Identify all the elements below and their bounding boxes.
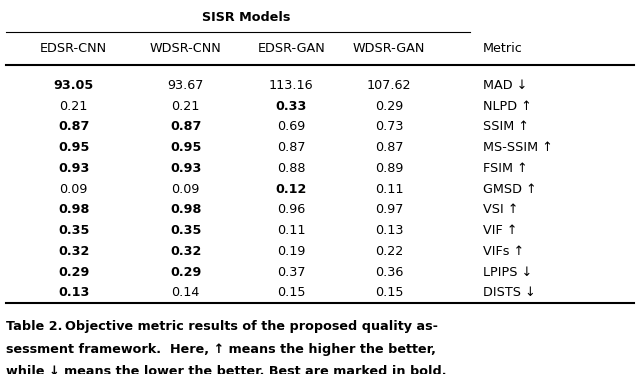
Text: 107.62: 107.62 [367,79,412,92]
Text: 0.29: 0.29 [58,266,90,279]
Text: GMSD ↑: GMSD ↑ [483,183,537,196]
Text: 0.09: 0.09 [172,183,200,196]
Text: 0.15: 0.15 [375,286,403,299]
Text: VSI ↑: VSI ↑ [483,203,518,216]
Text: WDSR-GAN: WDSR-GAN [353,42,426,55]
Text: 0.98: 0.98 [170,203,202,216]
Text: SISR Models: SISR Models [202,11,291,24]
Text: 0.97: 0.97 [375,203,403,216]
Text: 0.93: 0.93 [58,162,90,175]
Text: 0.32: 0.32 [58,245,90,258]
Text: DISTS ↓: DISTS ↓ [483,286,536,299]
Text: 0.15: 0.15 [277,286,305,299]
Text: 0.69: 0.69 [277,120,305,134]
Text: WDSR-CNN: WDSR-CNN [150,42,221,55]
Text: 0.14: 0.14 [172,286,200,299]
Text: VIFs ↑: VIFs ↑ [483,245,524,258]
Text: 0.29: 0.29 [375,99,403,113]
Text: 0.89: 0.89 [375,162,403,175]
Text: 0.13: 0.13 [375,224,403,237]
Text: 0.11: 0.11 [375,183,403,196]
Text: MAD ↓: MAD ↓ [483,79,527,92]
Text: LPIPS ↓: LPIPS ↓ [483,266,532,279]
Text: 113.16: 113.16 [269,79,314,92]
Text: 0.13: 0.13 [58,286,90,299]
Text: 0.95: 0.95 [170,141,202,154]
Text: 0.95: 0.95 [58,141,90,154]
Text: 0.98: 0.98 [58,203,90,216]
Text: 0.11: 0.11 [277,224,305,237]
Text: 93.05: 93.05 [54,79,93,92]
Text: 0.88: 0.88 [277,162,305,175]
Text: EDSR-GAN: EDSR-GAN [257,42,325,55]
Text: 0.96: 0.96 [277,203,305,216]
Text: Objective metric results of the proposed quality as-: Objective metric results of the proposed… [56,320,438,333]
Text: 0.22: 0.22 [375,245,403,258]
Text: MS-SSIM ↑: MS-SSIM ↑ [483,141,553,154]
Text: sessment framework.  Here, ↑ means the higher the better,: sessment framework. Here, ↑ means the hi… [6,343,436,356]
Text: 0.36: 0.36 [375,266,403,279]
Text: 0.73: 0.73 [375,120,403,134]
Text: 0.32: 0.32 [170,245,202,258]
Text: 0.93: 0.93 [170,162,202,175]
Text: 0.87: 0.87 [375,141,403,154]
Text: 0.19: 0.19 [277,245,305,258]
Text: 0.21: 0.21 [172,99,200,113]
Text: 93.67: 93.67 [168,79,204,92]
Text: 0.87: 0.87 [277,141,305,154]
Text: Metric: Metric [483,42,523,55]
Text: 0.29: 0.29 [170,266,202,279]
Text: FSIM ↑: FSIM ↑ [483,162,528,175]
Text: 0.09: 0.09 [60,183,88,196]
Text: 0.87: 0.87 [58,120,90,134]
Text: 0.12: 0.12 [275,183,307,196]
Text: 0.87: 0.87 [170,120,202,134]
Text: 0.35: 0.35 [170,224,202,237]
Text: NLPD ↑: NLPD ↑ [483,99,532,113]
Text: 0.21: 0.21 [60,99,88,113]
Text: 0.37: 0.37 [277,266,305,279]
Text: VIF ↑: VIF ↑ [483,224,518,237]
Text: while ↓ means the lower the better. Best are marked in bold.: while ↓ means the lower the better. Best… [6,365,447,374]
Text: 0.35: 0.35 [58,224,90,237]
Text: SSIM ↑: SSIM ↑ [483,120,529,134]
Text: Table 2.: Table 2. [6,320,63,333]
Text: EDSR-CNN: EDSR-CNN [40,42,107,55]
Text: 0.33: 0.33 [275,99,307,113]
